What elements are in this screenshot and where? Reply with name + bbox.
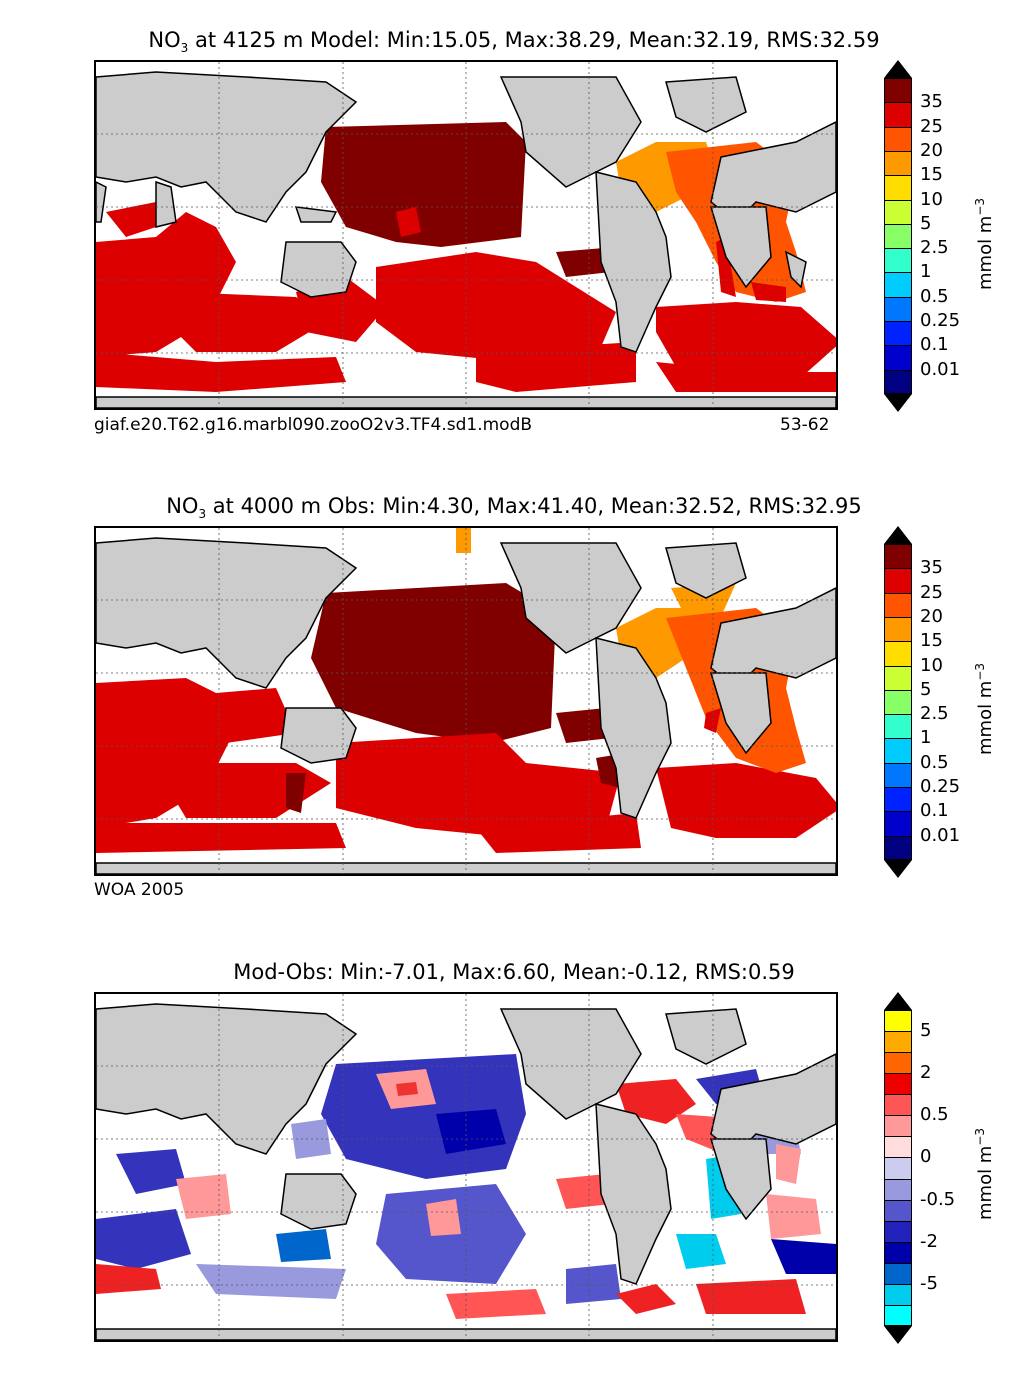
colorbar-swatch [884, 665, 912, 690]
map-obs-svg [96, 528, 836, 874]
colorbar-swatch [884, 689, 912, 715]
colorbar-swatch [884, 616, 912, 642]
colorbar-tick-label: 0.01 [920, 824, 961, 846]
map-obs [94, 526, 838, 876]
land-obs [96, 537, 836, 874]
colorbar-swatch [884, 592, 912, 617]
land-diff [96, 1003, 836, 1340]
colorbar-swatch [884, 714, 912, 739]
colorbar-tick-label: 5 [920, 212, 932, 234]
map-model-svg [96, 62, 836, 408]
colorbar-swatch [884, 296, 912, 322]
colorbar-tick-label: 0.25 [920, 776, 961, 798]
colorbar-tick-label: 1 [920, 727, 932, 749]
colorbar-tick-label: 15 [920, 630, 943, 652]
colorbar-tick-label: 5 [920, 678, 932, 700]
colorbar-swatch [884, 1157, 912, 1179]
colorbar-unit-obs: mmol m−3 [973, 662, 996, 755]
colorbar-tick-label: 25 [920, 115, 943, 137]
run-name: giaf.e20.T62.g16.marbl090.zooO2v3.TF4.sd… [94, 415, 533, 435]
colorbar-tick-label: 20 [920, 139, 943, 161]
colorbar-swatch [884, 369, 912, 394]
colorbar-swatch [884, 126, 912, 151]
colorbar-tick-label: 2.5 [920, 237, 949, 259]
colorbar-swatch [884, 738, 912, 763]
colorbar-swatch [884, 199, 912, 224]
colorbar-tick-label: 2.5 [920, 703, 949, 725]
colorbar-tick-label: 0.25 [920, 310, 961, 332]
year-range: 53-62 [780, 415, 830, 435]
colorbar-swatch [884, 1304, 912, 1326]
colorbar-swatch [884, 1136, 912, 1158]
colorbar-tick-label: 0.5 [920, 285, 949, 307]
field-diff [96, 1054, 836, 1319]
colorbar-tick-label: -2 [920, 1230, 938, 1252]
panel-title-obs: NO3 at 4000 m Obs: Min:4.30, Max:41.40, … [166, 494, 862, 522]
colorbar-tick-label: -0.5 [920, 1188, 956, 1210]
colorbar-swatch [884, 641, 912, 666]
colorbar-swatch [884, 248, 912, 273]
graticule-model [96, 62, 836, 408]
colorbar-tick-label: 15 [920, 164, 943, 186]
colorbar-tick-label: 2 [920, 1062, 932, 1084]
map-diff-svg [96, 994, 836, 1340]
obs-source: WOA 2005 [94, 880, 185, 900]
colorbar-swatch [884, 1199, 912, 1221]
colorbar-swatch [884, 175, 912, 200]
colorbar-swatch [884, 1262, 912, 1284]
colorbar-swatch [884, 1115, 912, 1137]
colorbar-unit-diff: mmol m−3 [973, 1127, 996, 1220]
colorbar-tick-label: 0 [920, 1146, 932, 1168]
colorbar-segments-obs [884, 544, 912, 860]
field-obs [96, 528, 836, 853]
colorbar-swatch [884, 835, 912, 860]
colorbar-swatch [884, 1052, 912, 1074]
colorbar-swatch [884, 1283, 912, 1305]
colorbar-swatch [884, 544, 912, 569]
colorbar-swatch [884, 223, 912, 249]
colorbar-tick-label: 10 [920, 654, 943, 676]
colorbar-tick-label: 0.5 [920, 1104, 949, 1126]
colorbar-tick-label: -5 [920, 1272, 938, 1294]
colorbar-swatch [884, 1241, 912, 1263]
colorbar-swatch [884, 787, 912, 812]
colorbar-swatch [884, 1220, 912, 1242]
map-diff [94, 992, 838, 1342]
colorbar-obs [884, 526, 912, 878]
colorbar-swatch [884, 1073, 912, 1095]
colorbar-tick-label: 20 [920, 605, 943, 627]
graticule-obs [96, 528, 836, 874]
colorbar-swatch [884, 102, 912, 127]
colorbar-swatch [884, 150, 912, 176]
colorbar-swatch [884, 1031, 912, 1053]
colorbar-tick-label: 10 [920, 188, 943, 210]
colorbar-tick-label: 0.01 [920, 358, 961, 380]
colorbar-segments-diff [884, 1010, 912, 1326]
colorbar-diff [884, 992, 912, 1344]
panel-title-diff: Mod-Obs: Min:-7.01, Max:6.60, Mean:-0.12… [233, 960, 795, 984]
colorbar-swatch [884, 568, 912, 593]
graticule-diff [96, 994, 836, 1340]
colorbar-swatch [884, 1094, 912, 1116]
colorbar-unit-model: mmol m−3 [973, 197, 996, 290]
colorbar-tick-label: 1 [920, 261, 932, 283]
colorbar-swatch [884, 1178, 912, 1200]
colorbar-swatch [884, 811, 912, 836]
panel-title-model: NO3 at 4125 m Model: Min:15.05, Max:38.2… [148, 28, 880, 56]
map-model [94, 60, 838, 410]
colorbar-swatch [884, 345, 912, 370]
colorbar-swatch [884, 762, 912, 788]
colorbar-model [884, 60, 912, 412]
colorbar-tick-label: 25 [920, 581, 943, 603]
colorbar-segments-model [884, 78, 912, 394]
colorbar-tick-label: 0.5 [920, 751, 949, 773]
colorbar-tick-label: 0.1 [920, 334, 949, 356]
colorbar-swatch [884, 321, 912, 346]
colorbar-tick-label: 35 [920, 557, 943, 579]
colorbar-tick-label: 0.1 [920, 800, 949, 822]
colorbar-tick-label: 5 [920, 1020, 932, 1042]
colorbar-swatch [884, 272, 912, 297]
colorbar-tick-label: 35 [920, 91, 943, 113]
